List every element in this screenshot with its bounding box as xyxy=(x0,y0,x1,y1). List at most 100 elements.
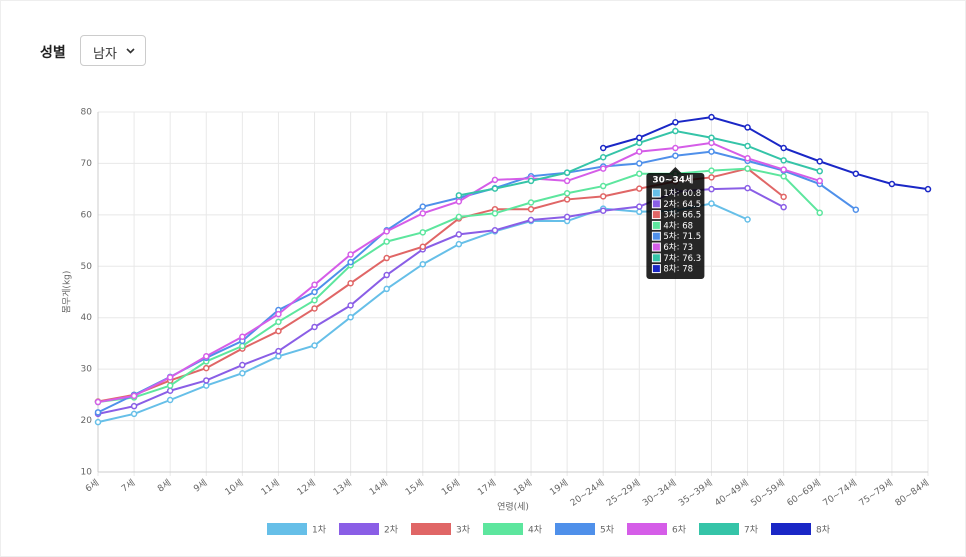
data-point xyxy=(166,396,174,404)
data-point xyxy=(347,313,354,321)
data-point xyxy=(563,190,571,197)
data-point xyxy=(599,207,607,214)
legend-swatch xyxy=(555,523,595,535)
data-point xyxy=(94,409,102,416)
data-point xyxy=(708,167,715,174)
data-point xyxy=(636,208,643,216)
tooltip-series: 5차 xyxy=(663,232,676,242)
x-tick-label: 19세 xyxy=(548,477,570,497)
data-point xyxy=(708,148,715,155)
data-point xyxy=(130,410,138,418)
legend-label: 7차 xyxy=(744,524,759,536)
data-point xyxy=(636,170,643,177)
data-point xyxy=(239,342,246,350)
data-point xyxy=(311,342,318,349)
legend-label: 5차 xyxy=(600,524,615,536)
data-point xyxy=(419,260,427,268)
tooltip-row: 6차: 73 xyxy=(663,243,693,253)
data-point xyxy=(636,134,643,141)
legend-label: 3차 xyxy=(456,524,471,536)
data-point xyxy=(166,382,174,389)
data-point xyxy=(527,205,535,213)
data-point xyxy=(780,157,787,164)
data-point xyxy=(383,254,390,262)
data-point xyxy=(455,240,463,248)
data-point xyxy=(419,229,427,236)
data-point xyxy=(708,134,715,141)
tooltip-series: 2차 xyxy=(663,199,676,209)
data-point xyxy=(166,374,174,381)
tooltip-row: 7차: 76.3 xyxy=(663,253,701,263)
data-point xyxy=(455,231,463,238)
data-point xyxy=(203,364,210,372)
y-tick-label: 70 xyxy=(81,159,93,169)
x-tick-label: 12세 xyxy=(295,477,317,497)
legend-swatch xyxy=(699,523,739,535)
data-point xyxy=(491,185,499,192)
tooltip-value: 64.5 xyxy=(682,199,701,209)
legend-swatch xyxy=(627,523,667,535)
data-point xyxy=(599,165,607,172)
tooltip-series: 1차 xyxy=(663,189,676,199)
data-point xyxy=(636,203,643,210)
tooltip-row: 8차: 78 xyxy=(663,264,693,274)
data-point xyxy=(672,144,679,152)
data-point xyxy=(672,119,679,126)
x-tick-label: 20~24세 xyxy=(568,477,606,508)
data-point xyxy=(708,139,715,147)
data-point xyxy=(780,166,787,173)
filter-label: 성별 xyxy=(40,45,66,61)
tooltip-value: 71.5 xyxy=(682,232,701,242)
gender-select[interactable]: 남자 xyxy=(80,35,146,66)
x-tick-label: 25~29세 xyxy=(604,477,642,508)
data-point xyxy=(636,139,643,147)
series-line xyxy=(602,116,929,191)
data-point xyxy=(383,285,390,293)
data-point xyxy=(275,327,282,335)
data-point xyxy=(744,216,751,223)
legend-swatch xyxy=(267,523,307,535)
tooltip-series: 8차 xyxy=(663,264,676,274)
data-point xyxy=(852,206,860,213)
data-point xyxy=(744,124,751,131)
tooltip-swatch xyxy=(651,264,661,274)
data-point xyxy=(744,155,751,162)
x-tick-label: 70~74세 xyxy=(821,477,859,508)
legend-swatch xyxy=(483,523,523,535)
x-tick-label: 14세 xyxy=(367,477,389,497)
x-tick-label: 75~79세 xyxy=(857,477,895,508)
legend-label: 8차 xyxy=(816,524,831,536)
x-tick-label: 40~49세 xyxy=(713,477,751,508)
legend-label: 1차 xyxy=(312,524,327,536)
tooltip-title: 30~34세 xyxy=(652,174,693,186)
x-tick-label: 30~34세 xyxy=(641,477,679,508)
x-tick-label: 17세 xyxy=(476,477,498,497)
x-tick-label: 15세 xyxy=(403,477,425,497)
x-tick-label: 11세 xyxy=(259,477,281,497)
data-point xyxy=(347,302,354,309)
data-point xyxy=(816,158,823,165)
tooltip-row: 5차: 71.5 xyxy=(663,232,701,242)
data-point xyxy=(311,281,318,289)
data-point xyxy=(94,398,102,406)
data-point xyxy=(239,361,246,369)
data-point xyxy=(744,184,751,192)
x-tick-label: 16세 xyxy=(440,477,462,497)
x-tick-label: 7세 xyxy=(119,477,137,494)
x-tick-label: 9세 xyxy=(192,477,210,494)
data-point xyxy=(130,392,138,400)
data-point xyxy=(636,160,643,167)
data-point xyxy=(816,167,823,175)
tooltip-series: 4차 xyxy=(663,221,676,231)
data-point xyxy=(491,176,499,184)
data-point xyxy=(347,258,354,266)
x-tick-label: 18세 xyxy=(512,477,534,497)
data-point xyxy=(419,210,427,217)
data-point xyxy=(744,142,751,150)
data-point xyxy=(672,127,679,135)
data-point xyxy=(780,203,787,211)
data-point xyxy=(816,209,823,217)
tooltip-swatch xyxy=(651,188,661,198)
